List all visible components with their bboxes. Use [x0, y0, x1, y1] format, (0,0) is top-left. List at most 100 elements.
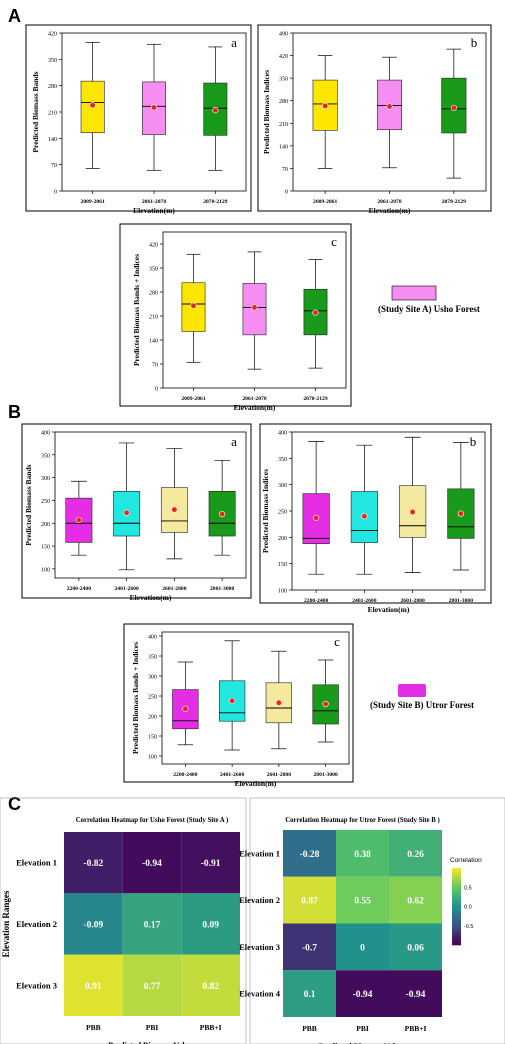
- panel-frame: [21, 423, 252, 599]
- legend-site-b-swatch: [398, 684, 426, 697]
- y-tick-label: 250: [278, 510, 287, 516]
- colorbar-segment: [452, 914, 461, 917]
- heatmap-cell-label: 0.26: [407, 850, 424, 860]
- colorbar-tick-label: 0.5: [464, 885, 472, 891]
- x-tick-label: 2601-2800: [162, 586, 186, 592]
- colorbar-segment: [452, 868, 461, 871]
- box-iqr: [208, 491, 236, 537]
- colorbar-segment: [452, 918, 461, 921]
- y-tick-label: 350: [148, 655, 157, 661]
- y-tick-label: 0: [54, 190, 57, 196]
- colorbar-segment: [452, 941, 461, 944]
- boxplot-site-a-indices: 0 70 140 210 280 350 420 490 b 2009-2061 2061-2078…: [257, 24, 492, 215]
- plot-area: [54, 431, 247, 579]
- heatmap-col-label: PBB: [86, 1023, 101, 1032]
- colorbar-segment: [452, 931, 461, 934]
- colorbar-segment: [452, 904, 461, 907]
- colorbar-segment: [452, 887, 461, 890]
- heatmap-cell: [283, 970, 336, 1017]
- panel-frame: [0, 797, 247, 1044]
- colorbar-segment: [452, 902, 461, 905]
- heatmap-cell: [283, 830, 336, 877]
- y-tick-label: 150: [148, 735, 157, 741]
- panel-frame: [123, 623, 354, 783]
- x-axis-label: Elevation(m): [369, 206, 411, 215]
- x-tick-label: 2200-2400: [304, 598, 328, 604]
- colorbar-title: Correlation: [450, 857, 482, 864]
- colorbar-segment: [452, 935, 461, 938]
- y-tick-label: 140: [48, 137, 57, 143]
- mean-marker: [361, 513, 368, 520]
- box-1: [65, 480, 93, 556]
- x-tick-label: 2200-2400: [67, 586, 91, 592]
- figure-label-a: A: [8, 6, 21, 26]
- y-tick-label: 350: [48, 58, 57, 64]
- panel-frame: [259, 423, 492, 604]
- heatmap-cell: [181, 893, 240, 955]
- box-1: [80, 42, 105, 169]
- box-2: [242, 251, 267, 370]
- mean-marker: [150, 104, 158, 111]
- colorbar-segment: [452, 927, 461, 930]
- colorbar-segment: [452, 939, 461, 942]
- colorbar-segment: [452, 906, 461, 909]
- x-tick-label: 2061-2078: [242, 396, 266, 402]
- heatmap-row-label: Elevation 4: [239, 989, 281, 999]
- heatmap-cell: [389, 876, 442, 924]
- y-tick-label: 400: [278, 431, 287, 437]
- y-tick-label: 210: [279, 122, 288, 128]
- colorbar-segment: [452, 881, 461, 884]
- x-axis-label: Elevation(m): [133, 206, 175, 215]
- heatmap-cell: [122, 832, 182, 894]
- y-tick-label: 280: [48, 84, 57, 90]
- x-tick-label: 2061-2078: [142, 199, 166, 205]
- boxplot-site-b-bands: 100 150 200 250 300 350 400 a 2200-2400 2401-2600…: [21, 423, 252, 602]
- y-tick-label: 100: [148, 755, 157, 761]
- heatmap-cell-label: -0.94: [142, 859, 162, 869]
- colorbar-segment: [452, 916, 461, 919]
- panel-letter: c: [331, 234, 337, 249]
- x-tick-label: 2601-2800: [401, 598, 425, 604]
- y-axis-label: Predicted Biomass Bands + Indices: [131, 642, 140, 754]
- colorbar-tick-label: 0.0: [464, 905, 472, 911]
- heatmap-cell: [181, 954, 240, 1016]
- panel-letter: a: [231, 35, 237, 50]
- heatmap-x-axis-label: Predicted Biomass Values: [108, 1041, 195, 1044]
- y-axis-label: Predicted Biomass Indices: [262, 70, 271, 154]
- heatmap-row-label: Elevation 1: [16, 858, 57, 868]
- heatmap-cell-label: -0.94: [353, 990, 373, 1000]
- colorbar-segment: [452, 869, 461, 873]
- heatmap-cell: [283, 876, 336, 924]
- heatmap-title: Correlation Heatmap for Utror Forest (St…: [285, 817, 440, 824]
- colorbar-segment: [452, 883, 461, 886]
- heatmap-title: Correlation Heatmap for Usho Forest (Stu…: [76, 817, 229, 824]
- heatmap-cell-label: 0.38: [354, 850, 371, 860]
- y-tick-label: 140: [149, 339, 158, 345]
- y-tick-label: 200: [148, 715, 157, 721]
- x-tick-label: 2200-2400: [173, 772, 197, 778]
- mean-marker: [212, 107, 219, 114]
- heatmap-cell-label: 0.62: [407, 897, 424, 907]
- colorbar: Correlation 0.5 0.0 -0.5: [450, 857, 482, 946]
- colorbar-segment: [452, 894, 461, 898]
- mean-marker: [251, 304, 258, 311]
- boxplot-site-a-bands-indices: 0 70 140 210 280 350 420 c 2009-2061 2061-2078 207…: [119, 223, 352, 412]
- plot-area: [161, 631, 350, 765]
- colorbar-segment: [452, 875, 461, 878]
- heatmap-cell-label: -0.91: [201, 859, 221, 869]
- y-tick-label: 400: [41, 431, 50, 437]
- heatmap-cell: [389, 830, 442, 877]
- y-tick-label: 350: [279, 77, 288, 83]
- colorbar-segment: [452, 929, 461, 932]
- heatmap-cell-label: 0.06: [407, 943, 424, 953]
- box-1: [172, 661, 199, 746]
- y-tick-label: 70: [51, 163, 57, 169]
- heatmap-cell: [336, 830, 389, 877]
- colorbar-segment: [452, 891, 461, 894]
- heatmap-col-label: PBI: [356, 1024, 369, 1033]
- figure-label-c: C: [8, 794, 21, 814]
- box-1: [302, 441, 330, 575]
- heatmap-col-label: PBB+I: [200, 1023, 222, 1032]
- panel-frame: [257, 24, 492, 212]
